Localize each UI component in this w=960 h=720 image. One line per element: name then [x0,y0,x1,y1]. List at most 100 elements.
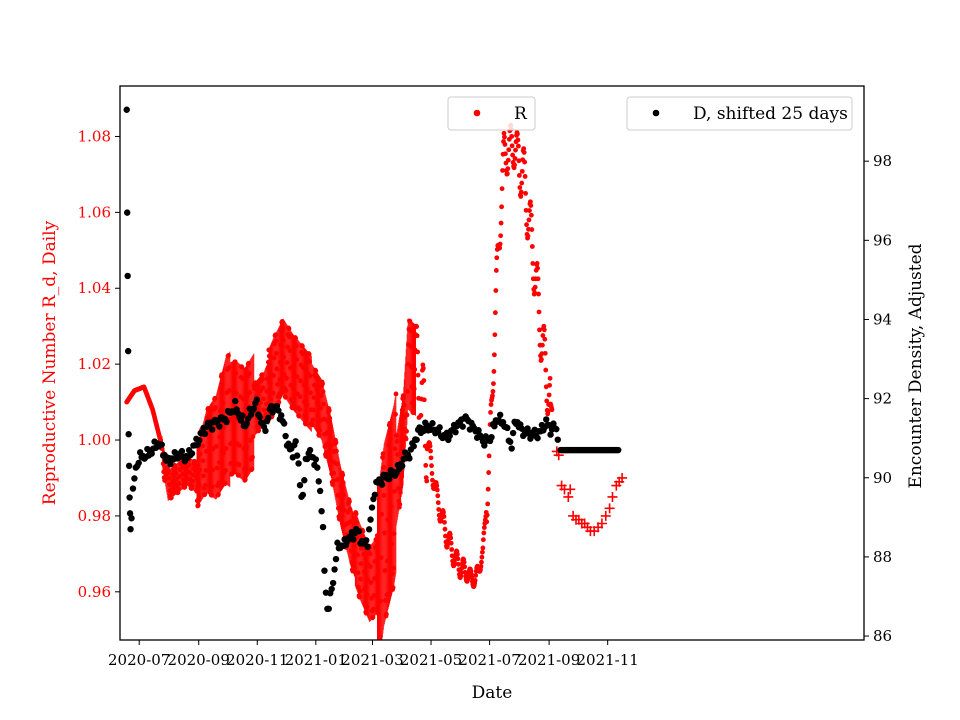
r-point [300,365,306,371]
d-point [250,405,258,412]
r-point [542,336,548,342]
r-point [412,367,418,372]
r-point [403,436,409,442]
r-point [357,594,362,600]
r-point [331,470,336,476]
d-point [368,504,376,511]
d-point [278,412,285,419]
r-point [382,530,387,536]
r-point [340,480,346,486]
r-point [492,332,498,338]
r-forecast-point [563,491,574,502]
r-point [418,412,424,418]
legend-r-marker [473,109,481,117]
r-point [356,584,361,590]
r-point [317,427,323,433]
r-point [380,451,386,457]
r-point [223,445,229,451]
r-point [239,364,245,370]
r-point [492,352,497,358]
y-left-tick-label: 0.96 [78,583,111,601]
r-point [429,471,435,476]
r-point [229,460,235,466]
r-point [421,397,427,403]
r-point [541,327,547,333]
r-point [233,370,239,376]
r-point [205,405,211,411]
r-point [499,186,505,192]
y-axis-left-label: Reproductive Number R_d, Daily [40,220,60,505]
r-point [287,348,293,354]
r-point [502,142,508,147]
r-point [528,212,534,218]
d-point [188,450,196,457]
r-point [290,398,296,404]
r-point [462,569,468,575]
r-point [386,442,392,448]
r-point [317,418,323,423]
d-point [256,413,263,421]
r-point [532,290,538,296]
r-point [379,511,384,517]
r-point [307,373,313,379]
r-point [501,130,507,136]
r-point [350,568,356,574]
d-point [496,411,504,419]
r-point [347,499,352,504]
x-tick-label: 2021-11 [577,651,639,669]
d-point [364,543,371,551]
r-point [536,309,542,315]
r-point [217,408,223,414]
r-point [321,401,326,407]
r-point [363,610,369,616]
d-point [295,460,302,467]
r-point [510,152,516,158]
r-point [300,343,305,349]
r-point [521,150,527,155]
r-point [396,485,401,491]
r-point [479,554,485,560]
r-point [297,406,302,412]
r-point [521,146,527,152]
r-point [390,585,396,591]
d-point [446,432,453,440]
d-point [124,272,131,280]
r-point [236,473,241,478]
r-point [337,513,343,519]
r-point [364,592,370,598]
d-point [316,487,324,495]
r-point [512,162,517,168]
d-point [553,425,560,433]
r-point [275,381,280,387]
d-point [413,436,420,443]
d-point [129,485,137,492]
r-point [497,245,503,251]
r-point [267,365,273,371]
r-point [408,344,414,350]
r-point [518,189,524,195]
r-point [382,568,388,574]
d-point [332,555,340,563]
r-point [392,446,398,452]
r-point [452,560,457,565]
r-point [278,342,284,348]
r-point [513,147,518,153]
r-point [330,478,336,484]
r-point [170,479,176,485]
d-point [331,566,338,573]
r-point [441,510,446,515]
r-point [525,233,531,239]
legend-d: D, shifted 25 days [626,96,853,131]
x-tick-label: 2021-03 [341,651,403,669]
r-point [524,222,529,228]
r-point [541,323,547,329]
r-point [502,134,507,140]
r-point [279,319,285,324]
r-point [227,387,232,393]
y-axis-right: 86 88 90 92 94 96 98 [864,152,892,645]
d-point [504,424,511,432]
r-point [394,439,400,444]
r-point [200,443,205,449]
r-point [186,462,192,468]
r-point [173,470,179,476]
